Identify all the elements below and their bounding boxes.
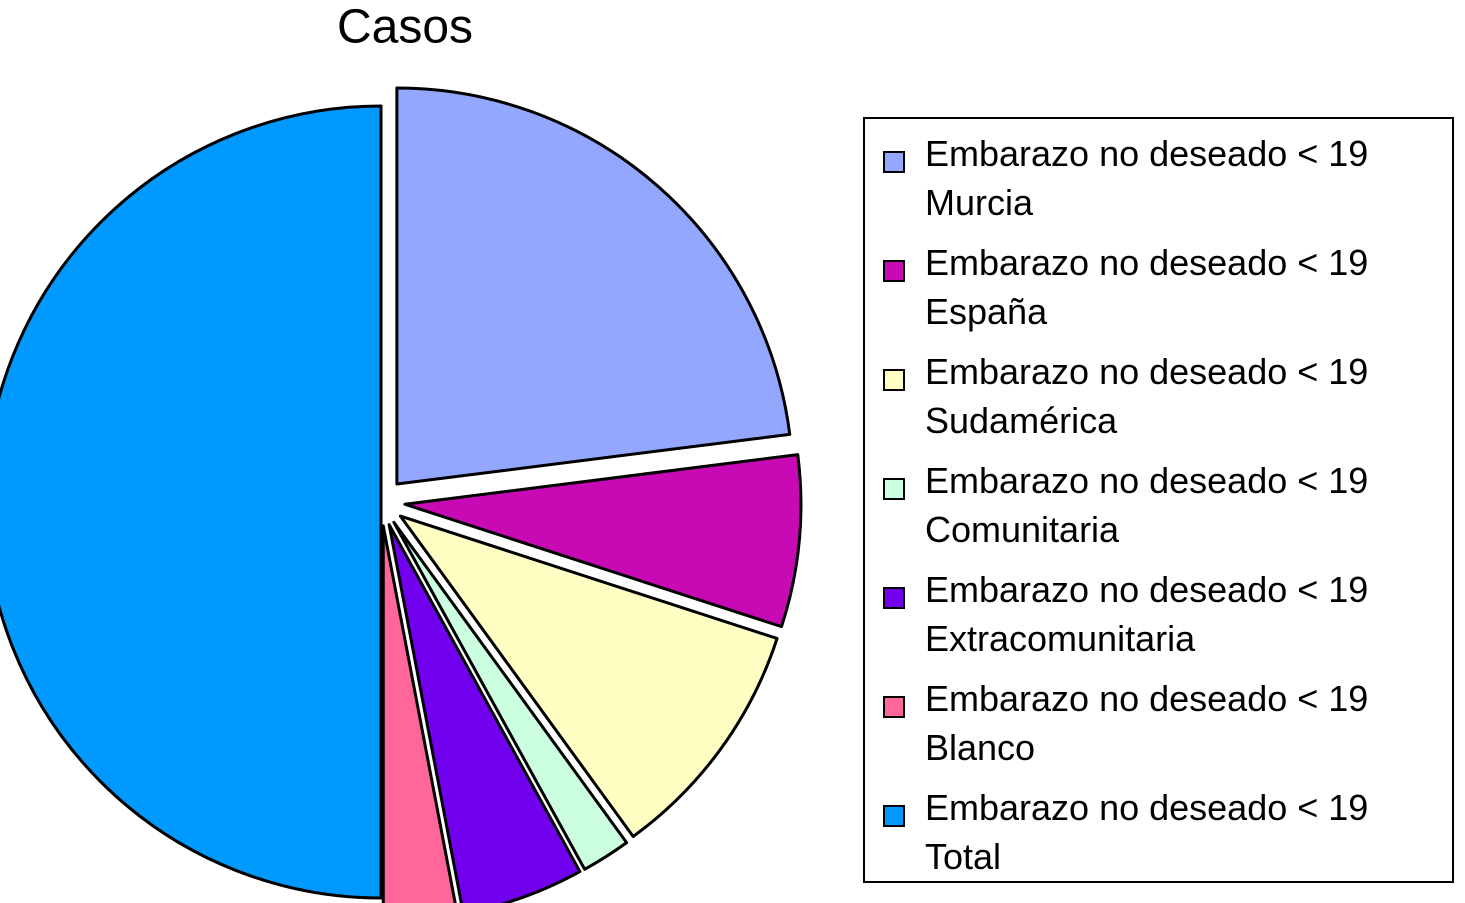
legend-label: Embarazo no deseado < 19 Extracomunitari… [925, 569, 1369, 659]
legend-label: Embarazo no deseado < 19 Total [925, 787, 1369, 877]
legend-item: Embarazo no deseado < 19 Blanco [883, 674, 1452, 783]
legend-label: Embarazo no deseado < 19 España [925, 242, 1369, 332]
legend-item: Embarazo no deseado < 19 Sudamérica [883, 347, 1452, 456]
legend-swatch [883, 478, 905, 500]
chart-title: Casos [337, 1, 473, 54]
legend-swatch [883, 369, 905, 391]
legend: Embarazo no deseado < 19 Murcia Embarazo … [863, 117, 1454, 883]
pie-slice [403, 453, 803, 629]
pie-slice [0, 104, 383, 900]
legend-item: Embarazo no deseado < 19 Extracomunitari… [883, 565, 1452, 674]
pie-slice [398, 514, 779, 838]
legend-swatch [883, 260, 905, 282]
legend-item: Embarazo no deseado < 19 Comunitaria [883, 456, 1452, 565]
legend-item: Embarazo no deseado < 19 Total [883, 783, 1452, 892]
legend-item: Embarazo no deseado < 19 Murcia [883, 129, 1452, 238]
pie-slice [381, 524, 457, 903]
legend-label: Embarazo no deseado < 19 Comunitaria [925, 460, 1369, 550]
legend-swatch [883, 151, 905, 173]
legend-label: Embarazo no deseado < 19 Blanco [925, 678, 1369, 768]
legend-swatch [883, 805, 905, 827]
legend-label: Embarazo no deseado < 19 Sudamérica [925, 351, 1369, 441]
pie-slice [387, 523, 582, 903]
legend-swatch [883, 696, 905, 718]
chart: Casos [0, 1, 803, 903]
legend-swatch [883, 587, 905, 609]
legend-label: Embarazo no deseado < 19 Murcia [925, 133, 1369, 223]
pie-slice [395, 86, 792, 486]
pie-slice [392, 520, 629, 871]
legend-item: Embarazo no deseado < 19 España [883, 238, 1452, 347]
